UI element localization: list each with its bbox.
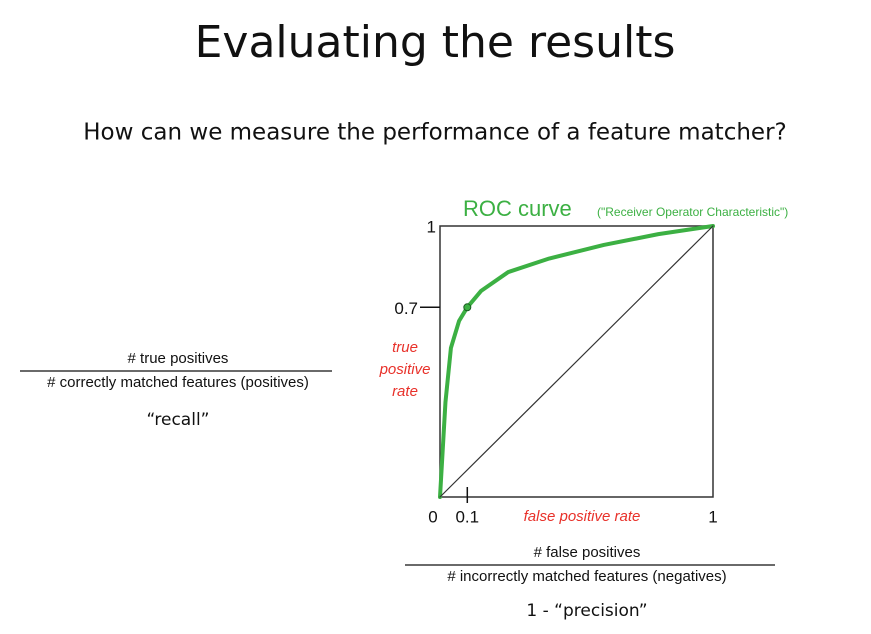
denominator: # correctly matched features (positives) (47, 374, 309, 391)
y-axis-label: rate (392, 383, 418, 400)
x-tick-label: 1 (708, 507, 717, 526)
y-axis-label: true (392, 339, 418, 356)
chart-title: ROC curve (463, 196, 572, 221)
y-axis-label: positive (379, 361, 431, 378)
y-tick-label: 0.7 (394, 299, 418, 318)
x-axis-label: false positive rate (524, 508, 641, 525)
denominator: # incorrectly matched features (negative… (447, 568, 726, 585)
marker (463, 303, 472, 312)
x-tick-label: 0 (428, 507, 437, 526)
numerator: # true positives (128, 350, 229, 367)
slide-title: Evaluating the results (195, 17, 676, 68)
annotation: ("Receiver Operator Characteristic") (597, 205, 788, 219)
x-tick-label: 0.1 (455, 507, 479, 526)
diagonal (439, 225, 714, 498)
plot-frame (439, 225, 714, 498)
numerator: # false positives (534, 544, 641, 561)
precision-label: 1 - “precision” (526, 601, 647, 621)
recall-label: “recall” (147, 410, 210, 430)
y-tick-label: 1 (427, 217, 436, 236)
subtitle: How can we measure the performance of a … (83, 120, 786, 146)
roc-curve (438, 224, 715, 499)
